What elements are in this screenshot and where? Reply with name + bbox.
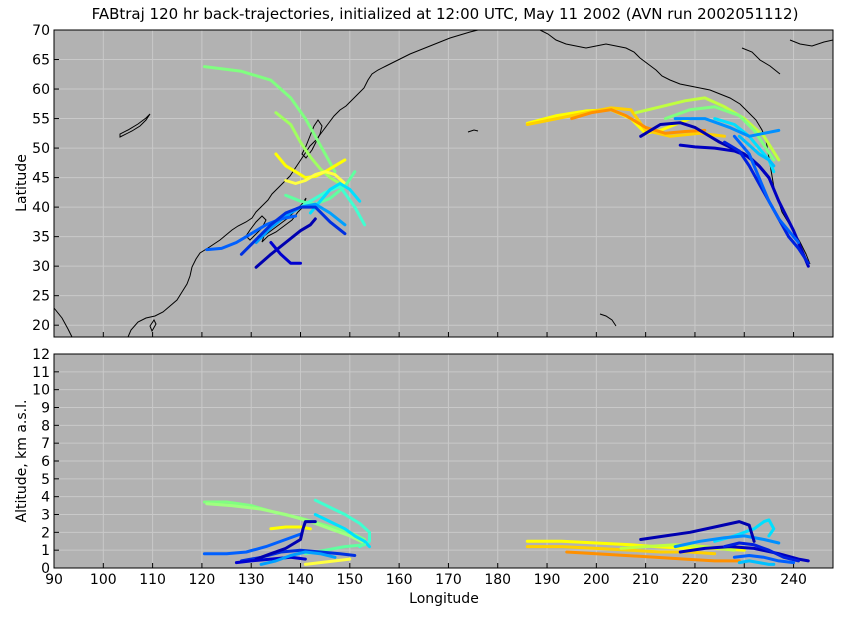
trajectory-line [723,541,800,563]
y-tick-label: 8 [41,418,50,434]
x-tick-label: 160 [386,572,413,588]
x-tick-label: 210 [632,572,659,588]
y-tick-label: 10 [32,383,50,399]
coastline-kamchatka [467,129,479,133]
y-tick-label: 3 [41,508,50,524]
trajectory-line [732,554,796,565]
coastline-southeast-asia [53,307,73,338]
latitude-axis-label: Latitude [14,154,30,212]
y-tick-label: 35 [32,230,50,246]
chart-title: FABtraj 120 hr back-trajectories, initia… [92,5,799,23]
y-tick-label: 65 [32,53,50,69]
trajectory-line [678,143,810,268]
trajectory-line [565,550,741,563]
altitude-axis-label: Altitude, km a.s.l. [14,400,30,523]
trajectories-latitude [202,65,810,269]
trajectory-line [678,545,810,563]
trajectory-line [525,106,726,138]
map-panel-background [54,30,833,337]
trajectory-line [254,217,317,269]
trajectory-line [639,520,756,543]
x-tick-label: 150 [336,572,363,588]
trajectory-line [732,134,800,244]
coastline-canada-north [741,47,781,75]
x-tick-label: 200 [583,572,610,588]
trajectory-line [254,520,317,561]
trajectories-altitude [202,498,810,566]
coastline-japan [261,197,307,243]
y-tick-label: 20 [32,318,50,334]
y-tick-label: 7 [41,436,50,452]
map-panel-frame [53,29,834,338]
x-tick-label: 190 [534,572,561,588]
longitude-tick-labels: 90 100 110 120 130 140 150 160 170 180 190 200 210 22… [45,572,807,588]
latitude-tick-labels: 20 25 30 35 40 45 50 55 60 65 70 [32,23,50,334]
trajectory-line [202,65,337,174]
trajectory-line [663,105,776,162]
x-tick-label: 220 [682,572,709,588]
x-tick-label: 240 [780,572,807,588]
y-tick-label: 70 [32,23,50,39]
y-tick-label: 40 [32,200,50,216]
trajectory-line [313,513,371,549]
y-tick-label: 6 [41,454,50,470]
y-tick-label: 12 [32,347,50,363]
coastline-hawaii [599,313,617,327]
y-tick-label: 50 [32,141,50,157]
y-tick-label: 0 [41,561,50,577]
trajectory-line [308,182,362,215]
x-tick-label: 120 [189,572,216,588]
trajectory-line [239,205,347,256]
trajectory-line [274,111,342,185]
trajectory-line [313,498,371,549]
x-tick-label: 130 [238,572,265,588]
x-tick-label: 170 [435,572,462,588]
coastline-taiwan [149,319,157,333]
trajectory-line [284,170,347,185]
y-tick-label: 1 [41,543,50,559]
coastline-hudson [789,39,834,47]
x-tick-label: 180 [484,572,511,588]
trajectory-line [205,214,298,252]
x-tick-label: 90 [45,572,63,588]
y-tick-label: 2 [41,525,50,541]
trajectory-line [673,534,781,549]
y-tick-label: 11 [32,365,50,381]
trajectory-line [737,559,776,566]
y-tick-label: 55 [32,112,50,128]
trajectory-line [269,241,302,265]
trajectory-line [673,117,781,138]
coastline-sakhalin-west [119,113,151,138]
trajectory-line [259,550,337,566]
x-tick-label: 140 [287,572,314,588]
x-tick-label: 100 [90,572,117,588]
coastline-korea [245,215,267,241]
y-tick-label: 30 [32,259,50,275]
trajectory-line [303,557,352,566]
trajectory-line [269,525,312,531]
x-tick-label: 110 [139,572,166,588]
trajectory-line [284,170,357,206]
altitude-panel-frame [53,353,834,569]
y-tick-label: 25 [32,289,50,305]
y-tick-label: 9 [41,401,50,417]
trajectory-line [737,134,776,168]
trajectory-line [202,532,302,556]
y-tick-label: 45 [32,171,50,187]
y-tick-label: 4 [41,490,50,506]
y-tick-label: 60 [32,82,50,98]
longitude-axis-label: Longitude [409,591,479,607]
trajectory-line [205,502,367,545]
trajectory-line [570,108,707,135]
x-tick-label: 230 [731,572,758,588]
trajectory-line [234,555,307,565]
coastline-east-asia [127,29,479,338]
y-tick-label: 5 [41,472,50,488]
